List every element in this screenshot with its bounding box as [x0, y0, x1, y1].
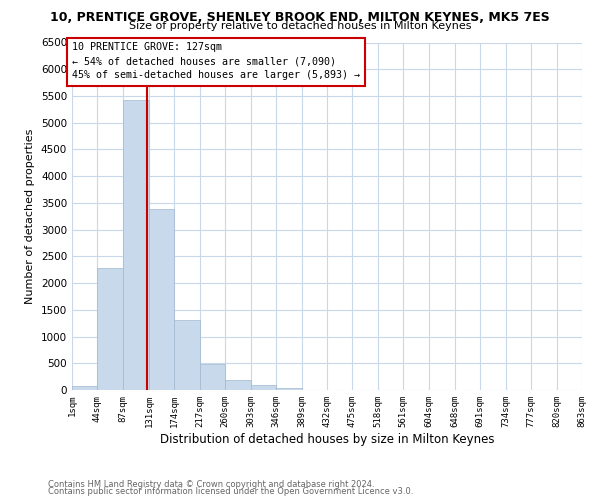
- Text: Size of property relative to detached houses in Milton Keynes: Size of property relative to detached ho…: [129, 21, 471, 31]
- Y-axis label: Number of detached properties: Number of detached properties: [25, 128, 35, 304]
- X-axis label: Distribution of detached houses by size in Milton Keynes: Distribution of detached houses by size …: [160, 432, 494, 446]
- Text: Contains HM Land Registry data © Crown copyright and database right 2024.: Contains HM Land Registry data © Crown c…: [48, 480, 374, 489]
- Bar: [251, 385, 276, 390]
- Bar: [276, 388, 302, 390]
- Bar: [97, 268, 123, 390]
- Bar: [200, 364, 225, 390]
- Text: 10, PRENTICE GROVE, SHENLEY BROOK END, MILTON KEYNES, MK5 7ES: 10, PRENTICE GROVE, SHENLEY BROOK END, M…: [50, 11, 550, 24]
- Bar: [175, 320, 200, 390]
- Text: Contains public sector information licensed under the Open Government Licence v3: Contains public sector information licen…: [48, 487, 413, 496]
- Bar: [72, 386, 97, 390]
- Text: 10 PRENTICE GROVE: 127sqm
← 54% of detached houses are smaller (7,090)
45% of se: 10 PRENTICE GROVE: 127sqm ← 54% of detac…: [72, 42, 360, 80]
- Bar: [225, 380, 251, 390]
- Bar: [149, 210, 175, 390]
- Bar: [123, 100, 149, 390]
